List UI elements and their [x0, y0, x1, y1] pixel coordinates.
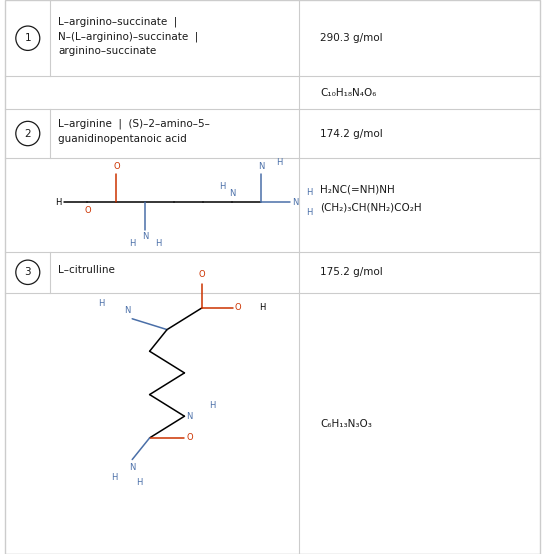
Text: C₆H₁₃N₃O₃: C₆H₁₃N₃O₃: [320, 418, 372, 429]
Text: H: H: [219, 182, 226, 191]
Text: H: H: [112, 473, 118, 481]
Text: H: H: [155, 239, 162, 248]
Text: N: N: [124, 306, 131, 315]
Text: H: H: [209, 401, 215, 410]
Text: H: H: [259, 304, 265, 312]
Text: H: H: [276, 158, 282, 167]
Text: N: N: [129, 464, 135, 473]
Text: O: O: [198, 270, 205, 279]
Text: O: O: [186, 433, 193, 443]
Text: H: H: [54, 198, 61, 207]
Text: (CH₂)₃CH(NH₂)CO₂H: (CH₂)₃CH(NH₂)CO₂H: [320, 203, 422, 213]
Text: O: O: [84, 206, 91, 215]
Text: 174.2 g/mol: 174.2 g/mol: [320, 129, 383, 138]
Text: H₂NC(=NH)NH: H₂NC(=NH)NH: [320, 184, 395, 194]
Text: N: N: [186, 412, 192, 420]
Text: L–arginino–succinate  |
N–(L–arginino)–succinate  |
arginino–succinate: L–arginino–succinate | N–(L–arginino)–su…: [58, 16, 199, 56]
Text: 175.2 g/mol: 175.2 g/mol: [320, 267, 383, 278]
Text: L–arginine  |  (S)–2–amino–5–
guanidinopentanoic acid: L–arginine | (S)–2–amino–5– guanidinopen…: [58, 119, 210, 143]
Text: 2: 2: [25, 129, 31, 138]
Text: H: H: [306, 188, 313, 197]
Text: H: H: [98, 299, 104, 309]
Text: C₁₀H₁₈N₄O₆: C₁₀H₁₈N₄O₆: [320, 88, 377, 98]
Text: 3: 3: [25, 267, 31, 278]
Text: N: N: [142, 232, 149, 241]
Text: H: H: [306, 208, 313, 217]
Text: 290.3 g/mol: 290.3 g/mol: [320, 33, 383, 43]
Text: H: H: [129, 239, 136, 248]
Text: O: O: [113, 162, 120, 171]
Text: H: H: [136, 478, 142, 487]
Text: N: N: [229, 188, 235, 198]
Text: L–citrulline: L–citrulline: [58, 265, 115, 275]
Text: N: N: [292, 198, 298, 207]
Text: N: N: [258, 162, 264, 171]
Text: O: O: [235, 304, 241, 312]
Text: 1: 1: [25, 33, 31, 43]
